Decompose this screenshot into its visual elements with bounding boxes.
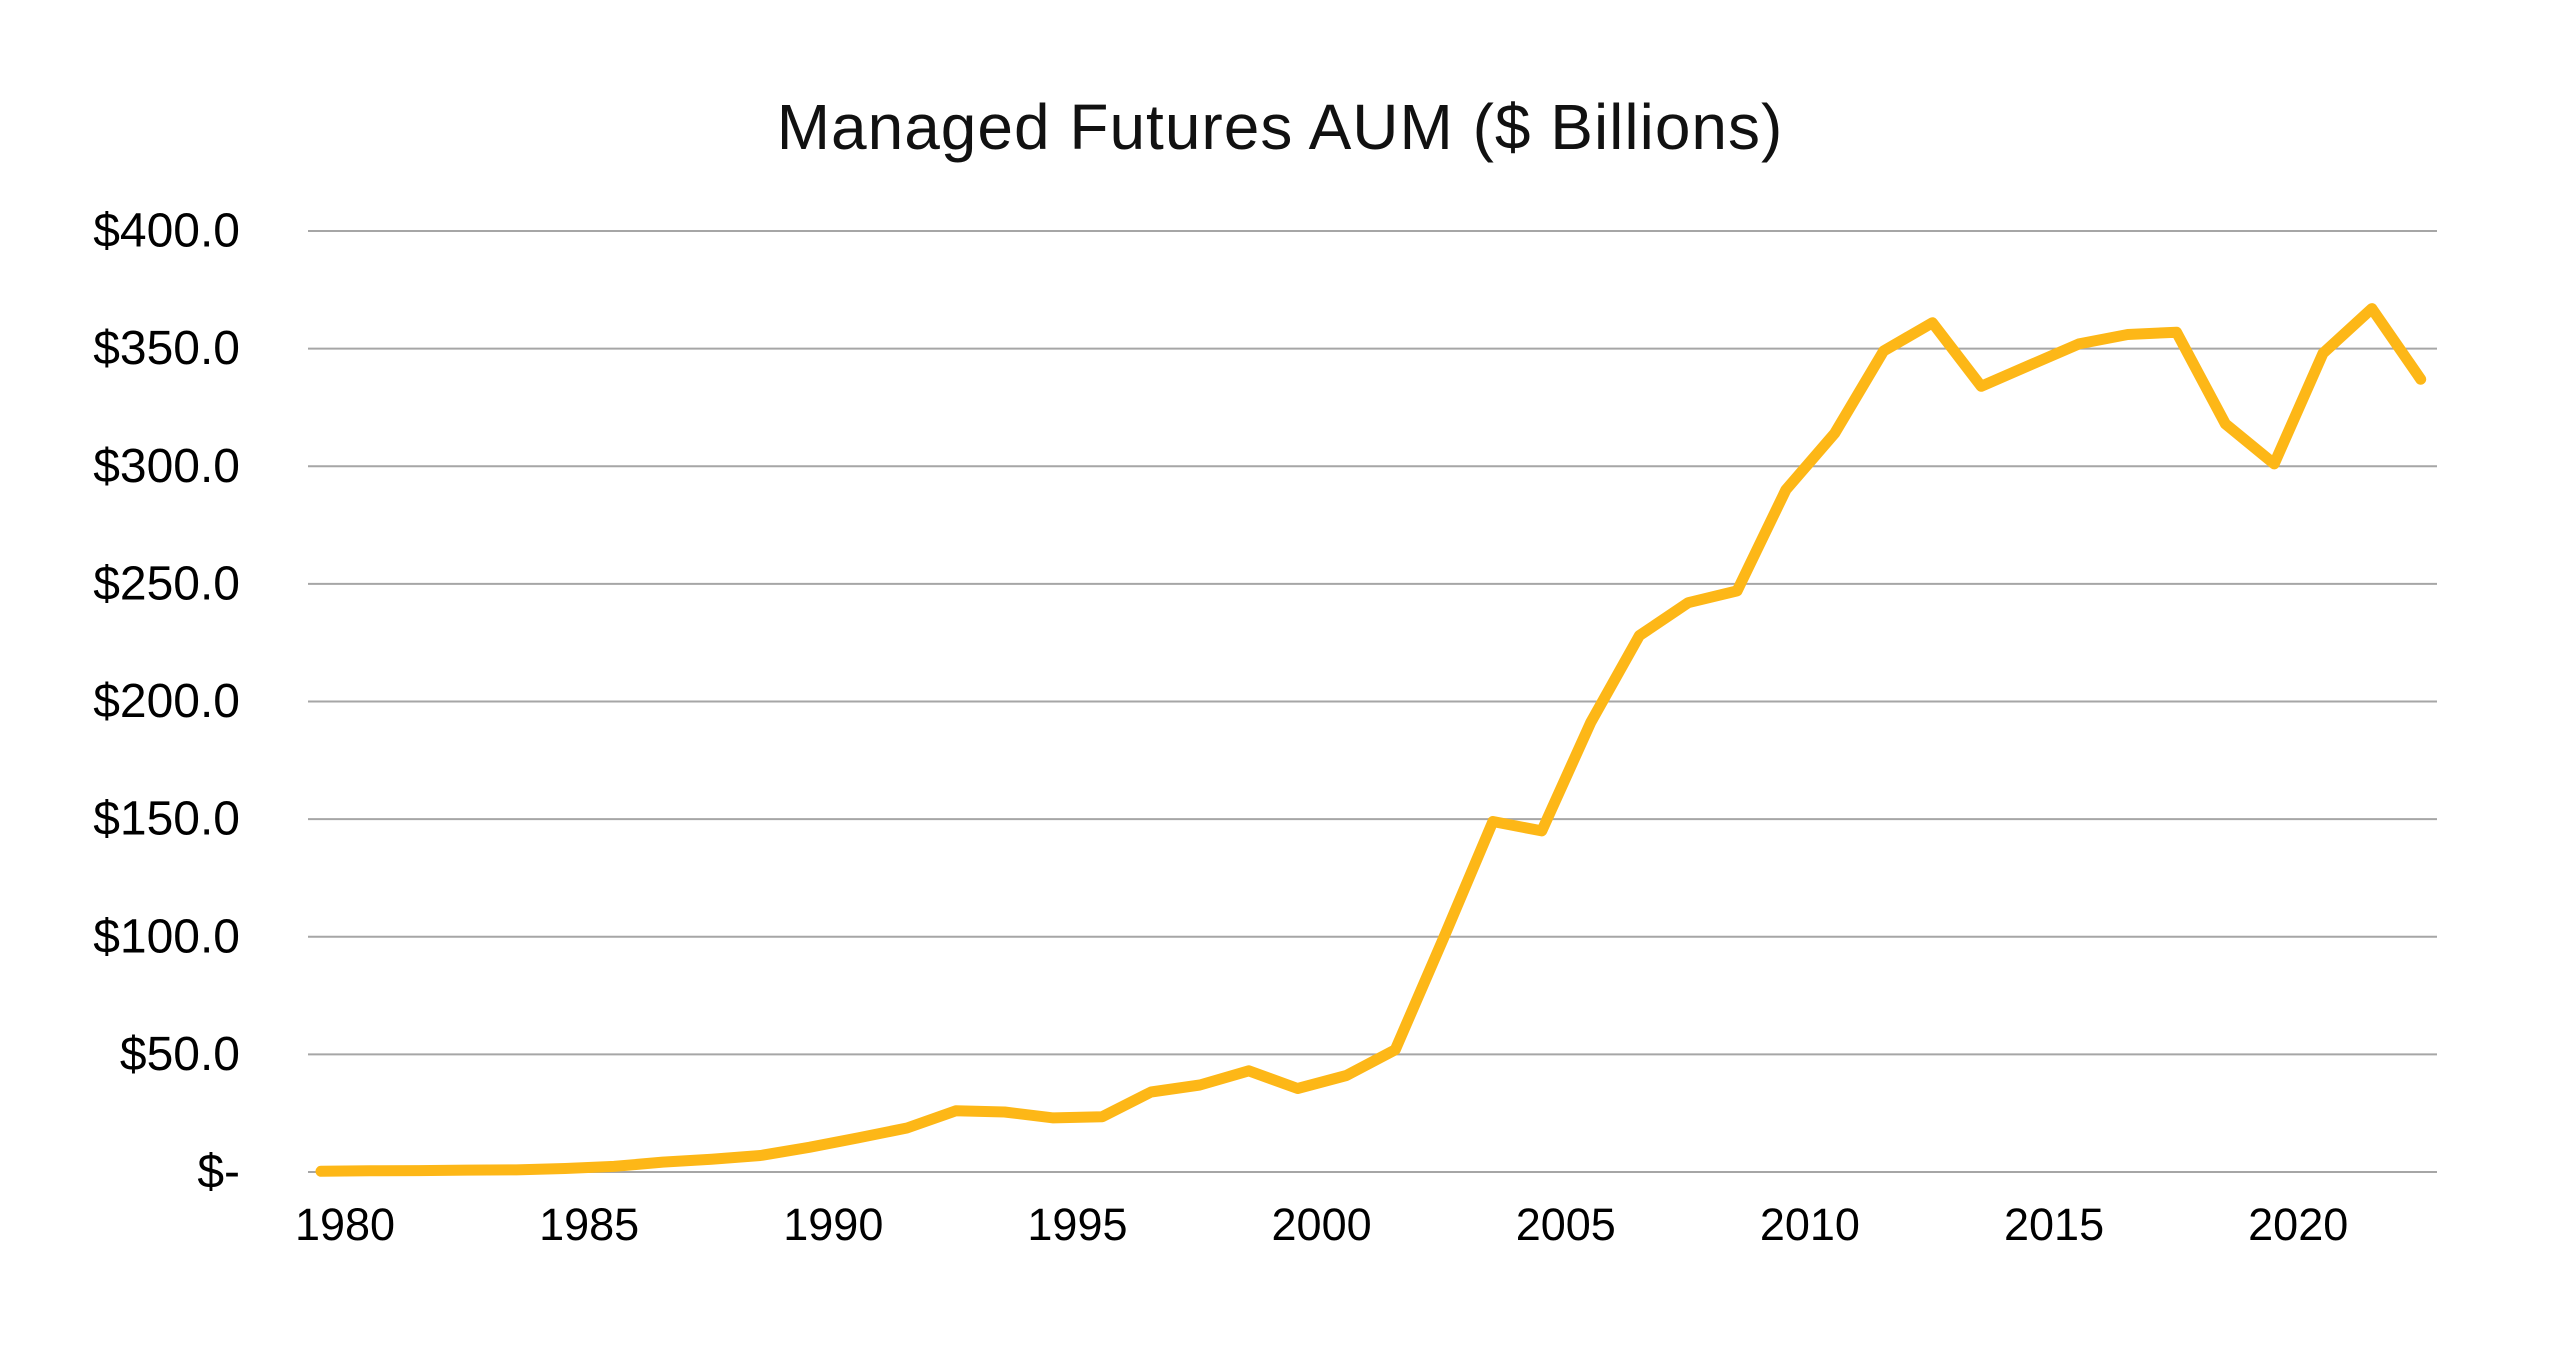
x-tick-label: 1985 [539, 1199, 639, 1250]
y-tick-label: $300.0 [93, 440, 240, 493]
aum-series-line [315, 303, 2427, 1177]
y-tick-label: $250.0 [93, 557, 240, 610]
y-tick-label: $400.0 [93, 205, 240, 258]
x-tick-label: 2020 [2248, 1199, 2348, 1250]
x-tick-label: 2015 [2004, 1199, 2104, 1250]
x-tick-label: 1990 [783, 1199, 883, 1250]
y-tick-label: $100.0 [93, 910, 240, 963]
y-tick-label: $- [197, 1146, 240, 1199]
x-tick-label: 2000 [1272, 1199, 1372, 1250]
y-tick-label: $150.0 [93, 793, 240, 846]
chart-title: Managed Futures AUM ($ Billions) [776, 91, 1784, 163]
x-tick-label: 1995 [1027, 1199, 1127, 1250]
y-tick-label: $350.0 [93, 322, 240, 375]
y-tick-label: $200.0 [93, 675, 240, 728]
x-tick-label: 1980 [295, 1199, 395, 1250]
x-tick-label: 2005 [1516, 1199, 1616, 1250]
x-tick-label: 2010 [1760, 1199, 1860, 1250]
y-tick-label: $50.0 [120, 1028, 240, 1081]
